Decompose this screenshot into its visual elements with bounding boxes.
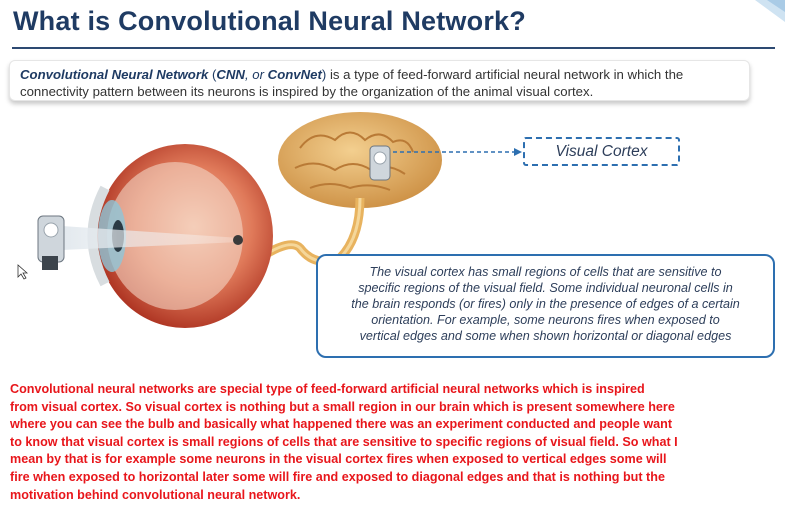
light-bulb-icon — [37, 215, 65, 270]
transcript-caption: Convolutional neural networks are specia… — [10, 381, 780, 504]
caption-line: where you can see the bulb and basically… — [10, 417, 673, 432]
definition-open-paren: ( — [208, 67, 217, 82]
cortex-bulb-icon — [369, 145, 391, 181]
caption-line: Convolutional neural networks are specia… — [10, 382, 645, 396]
page-title: What is Convolutional Neural Network? — [13, 6, 526, 36]
caption-line: fire when exposed to horizontal later so… — [10, 469, 665, 484]
description-line: specific regions of the visual field. So… — [358, 281, 733, 295]
title-underline — [12, 47, 775, 49]
definition-term: Convolutional Neural Network — [20, 67, 209, 82]
definition-abbr-convnet: ConvNet — [267, 67, 322, 82]
caption-line: to know that visual cortex is small regi… — [10, 434, 678, 449]
visual-cortex-description: The visual cortex has small regions of c… — [316, 254, 775, 358]
caption-line: from visual cortex. So visual cortex is … — [10, 399, 675, 414]
caption-line: motivation behind convolutional neural n… — [10, 487, 301, 502]
light-beam — [62, 226, 240, 250]
caption-line: mean by that is for example some neurons… — [10, 452, 667, 467]
description-line: orientation. For example, some neurons f… — [371, 313, 720, 327]
brain-icon — [278, 112, 442, 208]
mouse-cursor-icon — [17, 264, 29, 280]
visual-cortex-label: Visual Cortex — [523, 137, 680, 166]
definition-text-line1: is a type of feed-forward artificial neu… — [326, 67, 684, 82]
definition-box: Convolutional Neural Network (CNN, or Co… — [9, 60, 750, 101]
description-line: the brain responds (or fires) only in th… — [351, 297, 740, 311]
definition-or: , or — [244, 67, 268, 82]
eye-brain-illustration — [17, 112, 522, 328]
description-line: vertical edges and some when shown horiz… — [359, 329, 732, 343]
definition-abbr-cnn: CNN — [216, 67, 245, 82]
corner-decoration — [755, 0, 785, 22]
definition-close-paren: ) — [321, 67, 327, 82]
description-line: The visual cortex has small regions of c… — [369, 265, 722, 279]
definition-text-line2: connectivity pattern between its neurons… — [20, 84, 594, 99]
